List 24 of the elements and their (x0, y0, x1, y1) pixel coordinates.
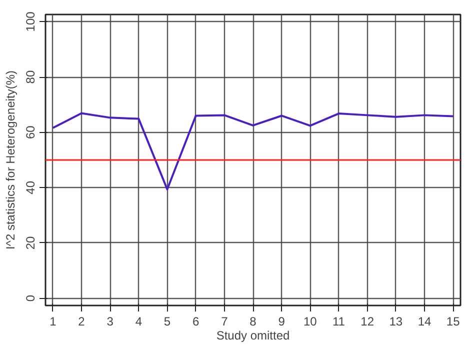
x-tick-label: 1 (50, 314, 57, 328)
line-series (52, 112, 454, 190)
y-axis-title: I^2 statistics for Heterogeneity(%) (4, 70, 18, 250)
x-tick-label: 11 (332, 314, 346, 328)
x-tick-label: 9 (278, 314, 286, 328)
x-tick-label: 8 (250, 314, 257, 328)
x-tick-label: 7 (221, 314, 228, 328)
y-tick-label: 0 (24, 294, 38, 302)
y-tick-label: 40 (24, 180, 38, 194)
x-tick-label: 10 (303, 314, 318, 328)
x-tick-label: 14 (418, 314, 432, 328)
y-tick-label: 80 (24, 70, 38, 84)
x-tick-label: 12 (360, 314, 374, 328)
x-tick-label: 6 (192, 314, 200, 328)
y-tick-label: 20 (24, 236, 38, 250)
y-tick-label: 100 (24, 11, 38, 32)
x-tick-label: 13 (389, 314, 403, 328)
x-tick-label: 4 (135, 314, 142, 328)
x-tick-label: 15 (446, 314, 460, 328)
y-tick-label: 60 (24, 125, 38, 140)
x-tick-label: 5 (164, 314, 171, 328)
x-axis-title: Study omitted (216, 328, 290, 342)
x-tick-label: 3 (106, 314, 114, 328)
x-tick-label: 2 (78, 314, 86, 328)
